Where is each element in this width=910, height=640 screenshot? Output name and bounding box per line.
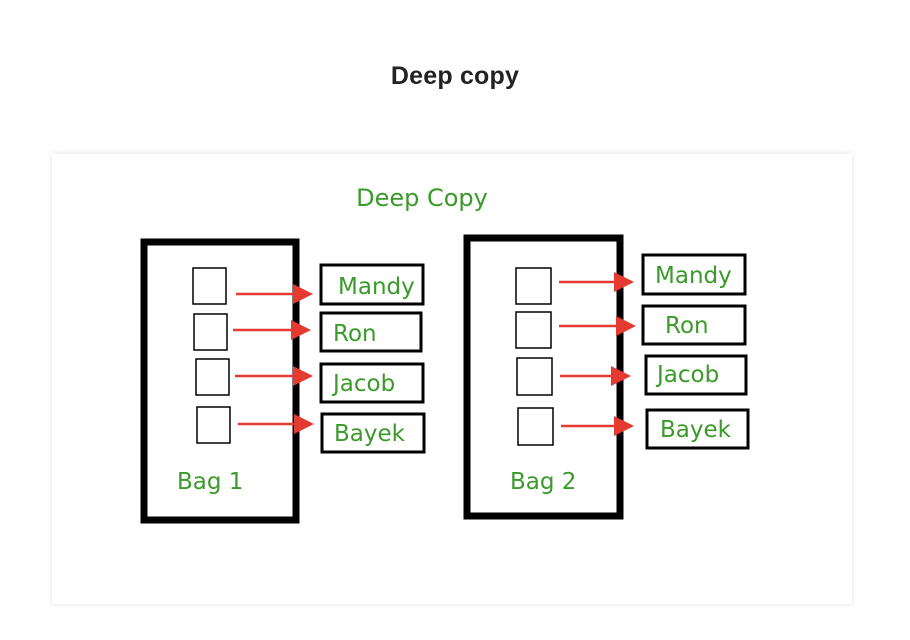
bag-1-label: Bag 1 bbox=[177, 469, 243, 495]
pointer-slot bbox=[192, 267, 227, 305]
value-box-mandy: Mandy bbox=[319, 263, 425, 306]
value-box-mandy: Mandy bbox=[641, 253, 747, 296]
value-box-bayek: Bayek bbox=[320, 412, 426, 454]
value-box-ron: Ron bbox=[319, 311, 423, 353]
value-box-ron: Ron bbox=[641, 304, 747, 346]
bag-2-label: Bag 2 bbox=[510, 469, 576, 495]
value-label: Bayek bbox=[334, 421, 406, 447]
value-box-jacob: Jacob bbox=[319, 362, 425, 404]
pointer-slot bbox=[196, 406, 231, 444]
page-title: Deep copy bbox=[390, 62, 520, 90]
value-box-jacob: Jacob bbox=[644, 354, 748, 396]
value-label: Ron bbox=[333, 321, 377, 347]
diagram-figure: Deep Copy Mandy Ron Jacob Bayek Ba bbox=[52, 154, 852, 604]
pointer-slot bbox=[515, 311, 552, 349]
deep-copy-diagram: Deep Copy Mandy Ron Jacob Bayek Ba bbox=[140, 184, 750, 524]
value-box-bayek: Bayek bbox=[645, 408, 750, 450]
diagram-caption: Deep Copy bbox=[356, 184, 488, 212]
value-label: Mandy bbox=[338, 274, 415, 300]
value-label: Ron bbox=[665, 313, 709, 339]
pointer-slot bbox=[517, 407, 554, 446]
pointer-slot bbox=[195, 358, 230, 396]
pointer-slot bbox=[193, 313, 228, 351]
value-label: Jacob bbox=[331, 371, 395, 397]
pointer-slot bbox=[515, 267, 552, 305]
value-label: Jacob bbox=[655, 362, 719, 388]
pointer-slot bbox=[516, 357, 553, 396]
value-label: Bayek bbox=[660, 417, 732, 443]
value-label: Mandy bbox=[655, 263, 732, 289]
